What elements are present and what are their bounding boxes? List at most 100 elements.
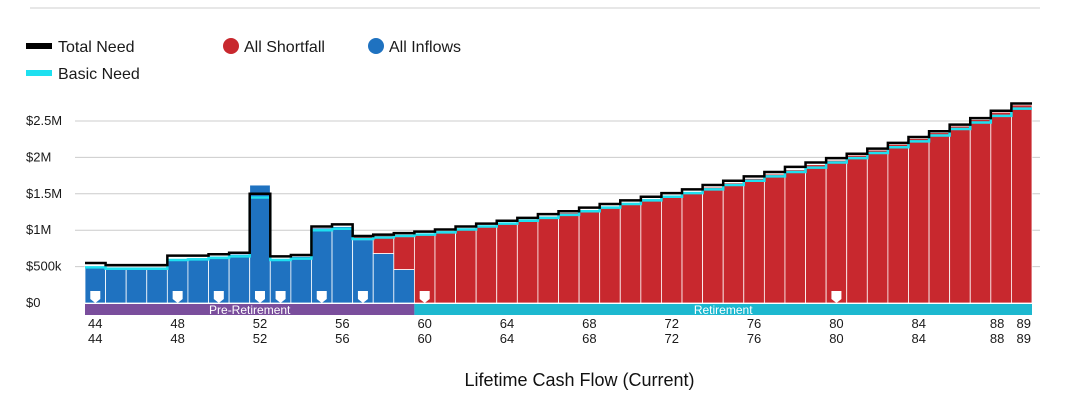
- shortfall-bar: [578, 209, 601, 304]
- basic-need-swatch: [26, 70, 52, 76]
- legend-item-basic-need[interactable]: Basic Need: [26, 66, 140, 83]
- event-marker-icon: [316, 291, 327, 303]
- x-tick-label-secondary: 60: [417, 331, 431, 346]
- x-tick-label-secondary: 72: [664, 331, 678, 346]
- shortfall-bar: [496, 221, 518, 304]
- phase-band-retirement: [414, 304, 1032, 315]
- shortfall-bar: [928, 132, 951, 304]
- legend-item-total-need[interactable]: Total Need: [26, 39, 135, 56]
- shortfall-bar: [619, 202, 642, 304]
- shortfall-bar: [640, 198, 662, 304]
- shortfall-bar: [949, 125, 971, 304]
- cash-flow-chart: Total Need Basic Need All Shortfall All …: [26, 7, 1040, 346]
- y-tick-label: $2.5M: [26, 113, 62, 128]
- inflow-bar: [331, 226, 354, 304]
- legend-label-basic-need: Basic Need: [58, 66, 140, 83]
- x-tick-label-secondary: 68: [582, 331, 596, 346]
- shortfall-bar: [887, 143, 909, 304]
- shortfall-bar: [702, 186, 724, 304]
- shortfall-bar: [599, 205, 621, 304]
- x-tick-label-secondary: 52: [253, 331, 267, 346]
- bars: [84, 104, 1033, 304]
- x-tick-label: 60: [417, 316, 431, 331]
- x-tick-label-secondary: 88: [990, 331, 1004, 346]
- inflows-swatch: [368, 38, 384, 54]
- event-markers: [90, 291, 842, 303]
- event-marker-icon: [357, 291, 368, 303]
- x-tick-label-secondary: 84: [912, 331, 926, 346]
- shortfall-bar: [475, 224, 498, 304]
- shortfall-bar: [661, 194, 683, 304]
- x-tick-label: 72: [664, 316, 678, 331]
- x-tick-label: 68: [582, 316, 596, 331]
- phase-band-pre-retirement: [85, 304, 415, 315]
- x-tick-label: 48: [170, 316, 184, 331]
- shortfall-bar: [455, 227, 477, 304]
- x-tick-label-secondary: 64: [500, 331, 514, 346]
- shortfall-bar: [537, 215, 559, 304]
- shortfall-bar: [722, 182, 745, 304]
- x-tick-label: 84: [912, 316, 926, 331]
- x-tick-label-secondary: 80: [829, 331, 843, 346]
- x-tick-label: 44: [88, 316, 102, 331]
- basic-need-line: [85, 107, 1032, 271]
- y-tick-label: $2M: [26, 149, 51, 164]
- event-marker-icon: [831, 291, 842, 303]
- x-tick-label-secondary: 44: [88, 331, 102, 346]
- inflow-bar: [146, 267, 168, 304]
- legend-item-all-inflows[interactable]: All Inflows: [368, 38, 461, 56]
- phase-band: Pre-Retirement Retirement: [85, 303, 1032, 317]
- legend-label-all-shortfall: All Shortfall: [244, 39, 325, 56]
- legend: Total Need Basic Need All Shortfall All …: [26, 38, 461, 83]
- y-tick-label: $1M: [26, 222, 51, 237]
- x-tick-label-secondary: 56: [335, 331, 349, 346]
- shortfall-bar: [990, 111, 1012, 304]
- inflow-bar: [290, 256, 312, 304]
- need-lines: [85, 102, 1032, 271]
- y-tick-label: $500k: [26, 259, 62, 274]
- shortfall-bar: [743, 178, 765, 304]
- inflow-bar: [372, 253, 395, 304]
- phase-label: Pre-Retirement: [209, 303, 291, 317]
- phase-label: Retirement: [694, 303, 753, 317]
- x-tick-label-secondary: 48: [170, 331, 184, 346]
- total-need-swatch: [26, 43, 52, 49]
- shortfall-bar: [908, 138, 930, 304]
- shortfall-bar: [1011, 104, 1033, 304]
- shortfall-swatch: [223, 38, 239, 54]
- shortfall-bar: [969, 119, 992, 304]
- event-marker-icon: [172, 291, 183, 303]
- x-tick-label: 80: [829, 316, 843, 331]
- y-tick-label: $1.5M: [26, 186, 62, 201]
- legend-item-all-shortfall[interactable]: All Shortfall: [223, 38, 325, 56]
- legend-label-total-need: Total Need: [58, 39, 135, 56]
- inflow-bar: [187, 257, 209, 304]
- inflow-bar: [105, 267, 127, 304]
- inflow-bar: [228, 253, 251, 304]
- x-tick-label: 52: [253, 316, 267, 331]
- x-tick-label: 64: [500, 316, 514, 331]
- shortfall-bar: [866, 149, 889, 304]
- event-marker-icon: [254, 291, 265, 303]
- event-marker-icon: [275, 291, 286, 303]
- x-tick-label: 89: [1016, 316, 1030, 331]
- shortfall-bar: [763, 173, 786, 304]
- chart-caption: Lifetime Cash Flow (Current): [464, 370, 695, 390]
- shortfall-bar: [681, 191, 704, 304]
- shortfall-bar: [805, 164, 827, 304]
- shortfall-bar: [558, 212, 580, 304]
- x-tick-label: 76: [747, 316, 761, 331]
- event-marker-icon: [419, 291, 430, 303]
- x-tick-label: 88: [990, 316, 1004, 331]
- y-axis-ticks: $0 $500k $1M $1.5M $2M $2.5M: [26, 113, 62, 310]
- highlight-dot: [697, 146, 705, 154]
- shortfall-bar: [393, 234, 415, 270]
- x-tick-label-secondary: 76: [747, 331, 761, 346]
- event-marker-icon: [90, 291, 101, 303]
- inflow-bar: [249, 184, 271, 304]
- legend-label-all-inflows: All Inflows: [389, 39, 461, 56]
- total-need-line: [85, 102, 1032, 267]
- x-tick-label: 56: [335, 316, 349, 331]
- shortfall-bar: [825, 159, 848, 304]
